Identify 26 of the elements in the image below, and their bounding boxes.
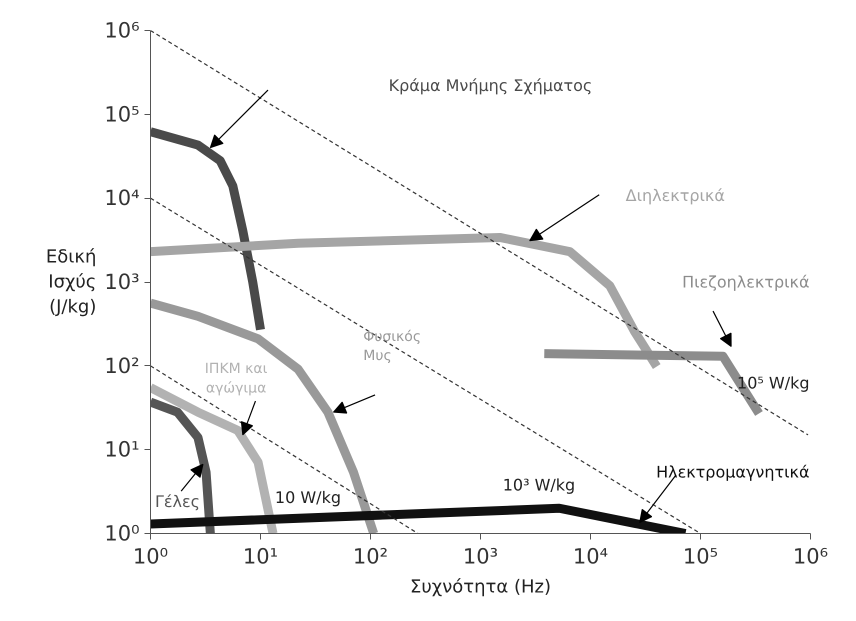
series-label: ΙΠΚΜ και αγώγιμα — [204, 361, 268, 396]
x-axis-title: Συχνότητα (Hz) — [410, 576, 551, 598]
text: Φυσικός Μυς — [363, 328, 422, 364]
annotation: 10 W/kg — [274, 488, 341, 507]
y-tick-label: 10⁴ — [104, 186, 140, 210]
y-tick-label: 10⁵ — [104, 102, 140, 126]
x-tick-label: 10² — [352, 544, 388, 568]
x-tick-label: 10³ — [462, 544, 498, 568]
text: Πιεζοηλεκτρικά — [682, 272, 810, 292]
y-tick-label: 10⁰ — [104, 522, 140, 546]
y-tick-label: 10² — [104, 354, 140, 378]
y-tick-label: 10³ — [104, 270, 140, 294]
text: Διηλεκτρικά — [626, 186, 725, 206]
x-tick-label: 10⁶ — [792, 544, 828, 568]
y-tick-label: 10⁶ — [104, 18, 140, 42]
x-tick-label: 10⁰ — [132, 544, 168, 568]
text: Κράμα Μνήμης Σχήματος — [388, 76, 592, 96]
x-tick-label: 10⁴ — [572, 544, 608, 568]
series-label: Γέλες — [154, 492, 200, 512]
y-axis-title: Εδική Ισχύς (J/kg) — [46, 246, 96, 318]
text: Ηλεκτρομαγνητικά — [656, 462, 810, 482]
annotation: 10³ W/kg — [502, 475, 576, 494]
annotation: 10⁵ W/kg — [737, 374, 810, 393]
y-tick-label: 10¹ — [104, 438, 140, 462]
x-tick-label: 10¹ — [242, 544, 278, 568]
x-tick-label: 10⁵ — [682, 544, 718, 568]
